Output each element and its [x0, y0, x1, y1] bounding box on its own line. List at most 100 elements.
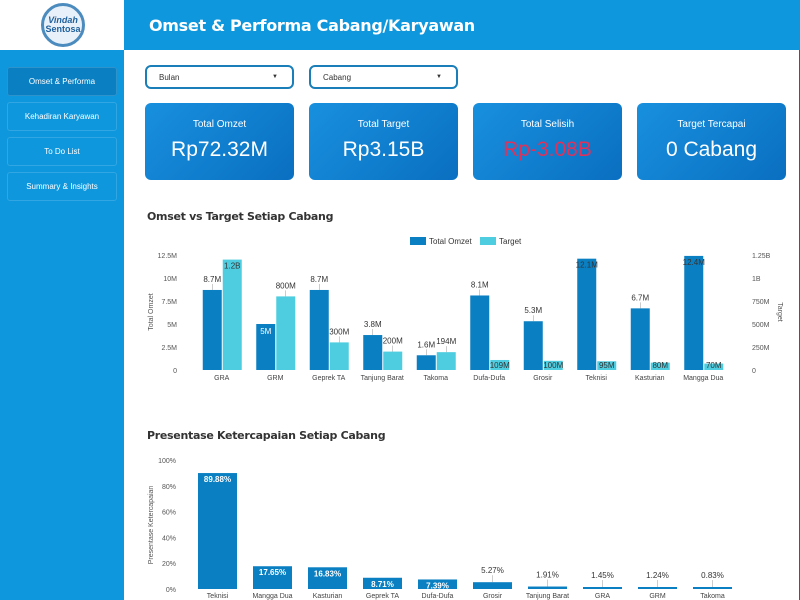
data-label-presentase: 1.91% [536, 571, 559, 580]
data-label-target: 109M [490, 361, 510, 370]
sidebar-item-kehadiran-karyawan[interactable]: Kehadiran Karyawan [7, 102, 117, 131]
branch-filter-value: Cabang [323, 72, 352, 82]
kpi-card-total-target: Total Target Rp3.15B [309, 103, 458, 180]
data-label-target: 100M [543, 361, 563, 370]
y-tick-label: 0% [166, 587, 176, 594]
caret-down-icon: ▼ [272, 74, 278, 80]
bar-total-omzet [684, 255, 704, 370]
data-label-presentase: 16.83% [314, 569, 341, 578]
bar-presentase [583, 587, 622, 589]
kpi-value: 0 Cabang [665, 138, 758, 161]
header: Omset & Performa Cabang/Karyawan [124, 0, 800, 50]
data-label-presentase: 1.45% [591, 571, 614, 580]
x-tick-label: GRA [214, 375, 230, 382]
y-tick-label: 2.5M [161, 345, 177, 352]
data-label-target: 1.2B [224, 262, 240, 271]
kpi-value: Rp3.15B [342, 138, 425, 161]
data-label-total-omzet: 12.4M [683, 258, 706, 267]
data-label-presentase: 89.88% [204, 475, 231, 484]
data-label-presentase: 7.39% [426, 581, 449, 590]
x-tick-label: Takoma [423, 375, 448, 382]
bar-target [704, 363, 724, 370]
bar-total-omzet [202, 289, 222, 370]
kpi-value: Rp-3.08B [503, 138, 592, 161]
data-label-presentase: 1.24% [646, 571, 669, 580]
x-tick-label: GRM [267, 375, 284, 382]
data-label-presentase: 0.83% [701, 571, 724, 580]
y-tick-label: 7.5M [161, 299, 177, 306]
bar-presentase [473, 582, 512, 589]
bar-total-omzet [470, 295, 490, 370]
data-label-target: 800M [276, 281, 296, 290]
y-tick-label: 40% [162, 535, 176, 542]
bar-target [543, 360, 563, 370]
y-axis-label: Total Omzet [148, 293, 155, 330]
y-tick-label: 5M [167, 322, 177, 329]
y-tick-label: 0 [173, 368, 177, 375]
data-label-target: 194M [436, 337, 456, 346]
y-axis-label: Presentase Ketercapaian [148, 486, 155, 565]
y2-axis-label: Target [776, 302, 783, 322]
legend-label-target: Target [499, 237, 522, 246]
kpi-card-total-omzet: Total Omzet Rp72.32M [145, 103, 294, 180]
bar-total-omzet [256, 324, 276, 370]
presentase-ketercapaian-chart: 0% 20% 40% 60% 80% 100% Presentase Ketercapaia… [148, 458, 732, 600]
kpi-label: Target Tercapai [677, 119, 746, 130]
x-tick-label: Teknisi [207, 593, 229, 600]
sidebar-item-summary-insights[interactable]: Summary & Insights [7, 172, 117, 201]
x-tick-label: Dufa-Dufa [422, 593, 454, 600]
y-tick-label: 100% [158, 458, 176, 465]
y-tick-label: 80% [162, 484, 176, 491]
data-label-total-omzet: 8.1M [471, 280, 489, 289]
bar-target [222, 259, 242, 370]
y2-tick-label: 250M [752, 345, 770, 352]
data-label-target: 70M [706, 361, 722, 370]
data-label-total-omzet: 5.3M [524, 306, 542, 315]
y-tick-label: 60% [162, 510, 176, 517]
branch-filter-dropdown[interactable]: Cabang ▼ [309, 65, 458, 89]
legend-swatch-total-omzet [410, 237, 426, 245]
y-tick-label: 20% [162, 561, 176, 568]
x-tick-label: Kasturian [313, 593, 343, 600]
bar-target [436, 352, 456, 370]
logo-text-line1: Vindah [48, 15, 78, 25]
data-label-target: 300M [329, 327, 349, 336]
x-tick-label: GRA [595, 593, 611, 600]
data-label-total-omzet: 1.6M [417, 340, 435, 349]
chart-title-presentase: Presentase Ketercapaian Setiap Cabang [147, 429, 386, 442]
x-tick-label: Takoma [700, 593, 725, 600]
bar-presentase [308, 567, 347, 589]
caret-down-icon: ▼ [436, 74, 442, 80]
sidebar: Vindah Sentosa Omset & Performa Kehadira… [0, 0, 124, 600]
bar-presentase [363, 577, 402, 589]
y2-tick-label: 1B [752, 276, 761, 283]
y2-tick-label: 500M [752, 322, 770, 329]
bar-target [597, 361, 617, 370]
data-label-target: 95M [599, 361, 615, 370]
y2-tick-label: 1.25B [752, 253, 771, 260]
bar-presentase [528, 586, 567, 589]
month-filter-value: Bulan [159, 72, 180, 82]
sidebar-item-to-do-list[interactable]: To Do List [7, 137, 117, 166]
kpi-label: Total Target [357, 119, 410, 130]
bar-target [650, 362, 670, 370]
x-tick-label: Teknisi [586, 375, 608, 382]
y2-tick-label: 750M [752, 299, 770, 306]
kpi-value: Rp72.32M [171, 138, 268, 161]
month-filter-dropdown[interactable]: Bulan ▼ [145, 65, 294, 89]
x-tick-label: Geprek TA [366, 593, 400, 600]
chart-title-omset-vs-target: Omset vs Target Setiap Cabang [147, 210, 334, 223]
x-tick-label: Grosir [483, 593, 503, 600]
x-tick-label: Mangga Dua [252, 593, 292, 600]
bar-presentase [198, 473, 237, 589]
sidebar-item-omset-performa[interactable]: Omset & Performa [7, 67, 117, 96]
kpi-card-total-selisih: Total Selisih Rp-3.08B [473, 103, 622, 180]
logo-text-line2: Sentosa [45, 24, 81, 34]
data-label-presentase: 8.71% [371, 580, 394, 589]
x-tick-label: Mangga Dua [683, 375, 723, 382]
x-tick-label: Kasturian [635, 375, 665, 382]
bar-presentase [638, 587, 677, 589]
omset-vs-target-chart: Total Omzet Target 0 2.5M 5M 7.5M 10M 12.5M 0 250… [148, 237, 783, 382]
bar-target [329, 342, 349, 370]
bar-presentase [418, 579, 457, 589]
